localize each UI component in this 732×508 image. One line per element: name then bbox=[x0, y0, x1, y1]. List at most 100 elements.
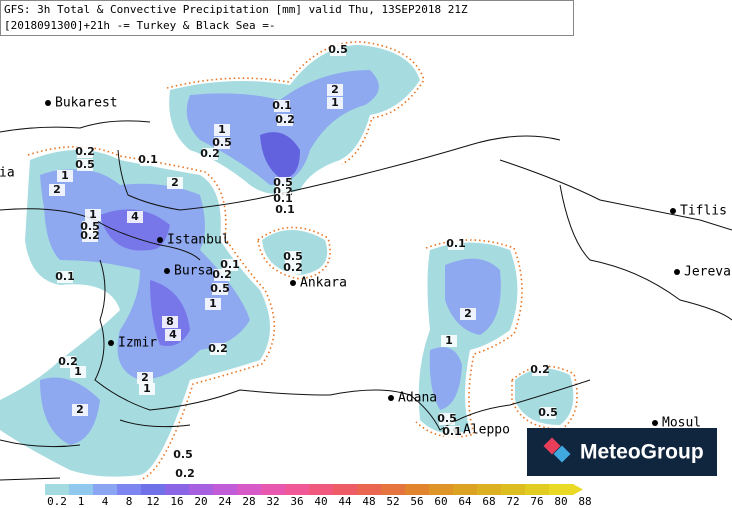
city-dot bbox=[652, 420, 658, 426]
colorbar-segment bbox=[237, 484, 262, 495]
contour-label-bg bbox=[49, 184, 65, 196]
contour-label: 2 bbox=[171, 176, 179, 189]
header-line: [2018091300]+21h -= Turkey & Black Sea =… bbox=[4, 19, 276, 32]
contour-label-bg bbox=[444, 426, 460, 438]
contour-label: 0.1 bbox=[272, 99, 292, 112]
contour-label-bg bbox=[439, 413, 455, 425]
colorbar-label: 64 bbox=[458, 495, 472, 508]
contour-label: 1 bbox=[143, 382, 151, 395]
contour-label-bg bbox=[60, 356, 76, 368]
colorbar-segment bbox=[141, 484, 166, 495]
colorbar-segment bbox=[381, 484, 406, 495]
colorbar-label: 40 bbox=[314, 495, 327, 508]
city-label: Izmir bbox=[118, 336, 157, 351]
contour-label: 4 bbox=[131, 210, 139, 223]
colorbar-segment bbox=[525, 484, 550, 495]
colorbar-segment bbox=[477, 484, 502, 495]
contour-label: 0.1 bbox=[55, 270, 75, 283]
contour-label: 0.5 bbox=[283, 250, 303, 263]
contour-label: 0.1 bbox=[446, 237, 466, 250]
header-line: GFS: 3h Total & Convective Precipitation… bbox=[4, 3, 468, 16]
city-dot bbox=[388, 395, 394, 401]
contour-label-bg bbox=[274, 100, 290, 112]
contour-label-bg bbox=[212, 283, 228, 295]
contour-label: 4 bbox=[169, 328, 177, 341]
city-label: Bukarest bbox=[55, 96, 118, 111]
contour-label: 0.5 bbox=[212, 136, 232, 149]
contour-label-bg bbox=[285, 251, 301, 263]
colorbar-segment bbox=[189, 484, 214, 495]
colorbar-label: 56 bbox=[410, 495, 423, 508]
colorbar-segment bbox=[93, 484, 118, 495]
contour-label: 0.2 bbox=[200, 147, 220, 160]
contour-label: 0.5 bbox=[80, 220, 100, 233]
colorbar-label: 80 bbox=[554, 495, 567, 508]
colorbar-label: 12 bbox=[146, 495, 159, 508]
contour-label-bg bbox=[162, 316, 178, 328]
contour-label: 0.2 bbox=[75, 145, 95, 158]
contour-label: 1 bbox=[218, 123, 226, 136]
city-label: Jereva bbox=[684, 265, 731, 280]
contour-label-bg bbox=[175, 449, 191, 461]
contour-label: 0.5 bbox=[75, 158, 95, 171]
city-dot bbox=[674, 269, 680, 275]
contour-label-bg bbox=[77, 146, 93, 158]
contour-label: 1 bbox=[74, 365, 82, 378]
contour-label-bg bbox=[205, 298, 221, 310]
contour-label: 0.2 bbox=[275, 113, 295, 126]
header-box bbox=[0, 0, 574, 36]
contour-label: 2 bbox=[76, 403, 84, 416]
colorbar-segment bbox=[429, 484, 454, 495]
contour-label: 1 bbox=[61, 169, 69, 182]
contour-label: 0.1 bbox=[275, 203, 295, 216]
contour-label: 2 bbox=[464, 307, 472, 320]
city-label: Bursa bbox=[174, 264, 213, 279]
contour-label-bg bbox=[327, 97, 343, 109]
colorbar-segment bbox=[165, 484, 190, 495]
contour-label-bg bbox=[82, 230, 98, 242]
city-label: Istanbul bbox=[167, 233, 230, 248]
city-label: ia bbox=[0, 166, 15, 181]
colorbar-segment bbox=[69, 484, 94, 495]
contour-label: 2 bbox=[141, 371, 149, 384]
contour-label: 0.5 bbox=[210, 282, 230, 295]
contour-label-bg bbox=[139, 383, 155, 395]
contour-label: 0.2 bbox=[283, 261, 303, 274]
precip-areas bbox=[0, 41, 578, 481]
contour-label-bg bbox=[165, 329, 181, 341]
colorbar-label: 68 bbox=[482, 495, 495, 508]
city-dot bbox=[164, 268, 170, 274]
contour-label: 0.5 bbox=[273, 176, 293, 189]
colorbar-segment bbox=[213, 484, 238, 495]
colorbar-arrow bbox=[573, 484, 583, 495]
colorbar-segment bbox=[357, 484, 382, 495]
contour-label: 1 bbox=[445, 334, 453, 347]
colorbar-label: 32 bbox=[266, 495, 279, 508]
colorbar-segment bbox=[261, 484, 286, 495]
city-label: Aleppo bbox=[463, 423, 510, 438]
contour-label: 0.2 bbox=[80, 229, 100, 242]
city-dot bbox=[290, 280, 296, 286]
colorbar-segment bbox=[405, 484, 430, 495]
colorbar-segment bbox=[285, 484, 310, 495]
contour-label: 0.5 bbox=[437, 412, 457, 425]
colorbar-label: 88 bbox=[578, 495, 591, 508]
colorbar-label: 52 bbox=[386, 495, 399, 508]
contour-label-bg bbox=[57, 170, 73, 182]
contour-label-bg bbox=[441, 335, 457, 347]
colorbar-label: 8 bbox=[126, 495, 133, 508]
colorbar: 0.2 1 4 8 12 16 20 24 28 32 36 40 44 48 52 56 60 64 68 72 76… bbox=[45, 484, 592, 508]
contour-label: 0.5 bbox=[328, 43, 348, 56]
contour-label-bg bbox=[330, 44, 346, 56]
colorbar-label: 0.2 bbox=[47, 495, 67, 508]
contour-label-bg bbox=[214, 269, 230, 281]
contour-label-bg bbox=[540, 407, 556, 419]
city-label: Adana bbox=[398, 391, 437, 406]
contour-label: 0.2 bbox=[58, 355, 78, 368]
contour-label: 1 bbox=[331, 96, 339, 109]
contour-label: 0.2 bbox=[208, 342, 228, 355]
contour-label: 0.2 bbox=[530, 363, 550, 376]
logo: MeteoGroup bbox=[527, 428, 717, 476]
colorbar-label: 20 bbox=[194, 495, 207, 508]
contour-label-bg bbox=[460, 308, 476, 320]
